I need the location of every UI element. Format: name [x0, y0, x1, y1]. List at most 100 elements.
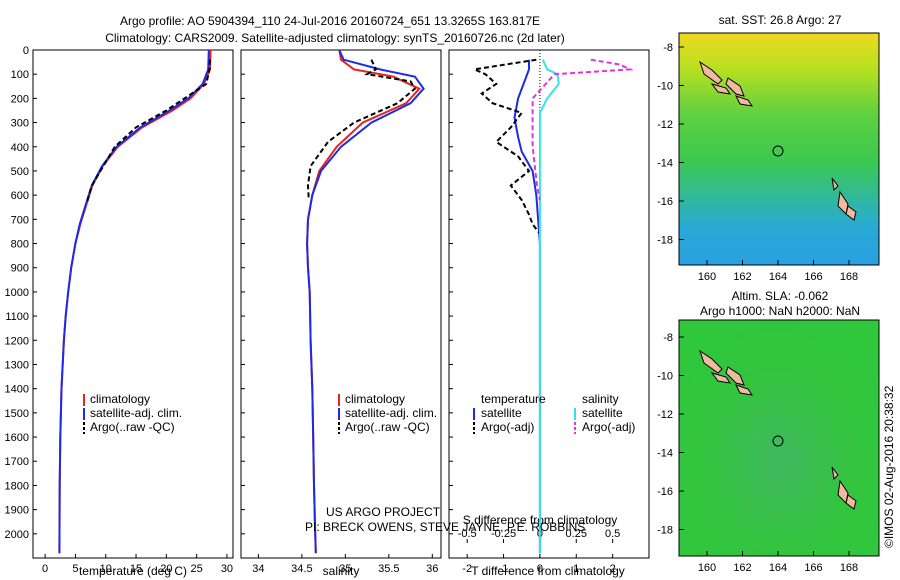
lon-tick-label: 166: [804, 562, 822, 574]
lat-tick-label: -16: [657, 486, 673, 498]
argo-location-marker: [772, 435, 784, 447]
header-line2: Climatology: CARS2009. Satellite-adjuste…: [105, 31, 565, 45]
depth-tick-label: 1500: [5, 408, 29, 420]
x-tick-label: -0.5: [458, 528, 477, 540]
series-temp-diff-argo: [470, 58, 541, 235]
lon-tick-label: 160: [698, 271, 716, 283]
difference-legend: temperature salinity satellite Argo(-adj…: [473, 392, 635, 434]
lon-tick-label: 164: [769, 271, 787, 283]
x-tick-label: 0.5: [605, 528, 620, 540]
legend-label: climatology: [90, 392, 150, 406]
depth-tick-label: 200: [11, 93, 29, 105]
series-climatology-salinity: [306, 49, 421, 554]
series-satellite-salinity: [306, 49, 425, 554]
difference-panel-frame: [448, 49, 650, 559]
legend-label: Argo(..raw -QC): [90, 420, 175, 434]
x-tick-label: 25: [191, 563, 203, 575]
lat-tick-label: -8: [663, 332, 673, 344]
x-tick-label: 0: [537, 563, 543, 575]
depth-tick-label: 1100: [5, 311, 29, 323]
depth-tick-label: 2000: [5, 529, 29, 541]
legend-label: satellite-adj. clim.: [90, 406, 182, 420]
legend-label: Argo(-adj): [582, 420, 635, 434]
lat-tick-label: -12: [657, 409, 673, 421]
lon-tick-label: 162: [733, 271, 751, 283]
sla-map-islands: [699, 349, 857, 510]
island-shape: [710, 372, 732, 384]
island-shape: [735, 384, 754, 396]
lat-tick-label: -10: [657, 371, 673, 383]
island-shape: [845, 205, 857, 221]
map2-title2: Argo h1000: NaN h2000: NaN: [700, 304, 860, 318]
x-tick-label: 10: [100, 563, 112, 575]
lon-tick-label: 164: [769, 562, 787, 574]
project-line2: PI: BRECK OWENS, STEVE JAYNE, P.E. ROBBI…: [305, 520, 585, 534]
depth-tick-label: 1900: [5, 505, 29, 517]
depth-tick-label: 1200: [5, 335, 29, 347]
depth-tick-label: 1800: [5, 480, 29, 492]
map2-title1: Altim. SLA: -0.062: [732, 289, 829, 303]
depth-tick-label: 1300: [5, 359, 29, 371]
legend-label: Argo(..raw -QC): [345, 420, 430, 434]
depth-tick-label: 1400: [5, 384, 29, 396]
temperature-xlabel: temperature (deg C): [79, 564, 187, 578]
lat-tick-label: -18: [657, 235, 673, 247]
credit-stamp: ©IMOS 02-Aug-2016 20:38:32: [882, 385, 896, 548]
x-tick-label: 5: [72, 563, 78, 575]
x-tick-label: 34.5: [291, 563, 312, 575]
x-tick-label: 35.5: [378, 563, 399, 575]
legend-title-temperature: temperature: [481, 392, 546, 406]
island-shape: [831, 177, 839, 192]
profile-series: [58, 49, 634, 554]
legend-label: satellite: [481, 406, 522, 420]
legend-label: climatology: [345, 392, 405, 406]
depth-tick-label: 1600: [5, 432, 29, 444]
series-argo-salinity: [306, 59, 417, 201]
x-tick-label: 34: [252, 563, 264, 575]
lat-tick-label: -14: [657, 448, 673, 460]
x-tick-label: -2: [462, 563, 472, 575]
sla-map: [678, 319, 880, 557]
depth-axis: 0 100 200 300 400 500 600 700 800 900 1000 1100 1200…: [5, 45, 453, 541]
lon-tick-label: 166: [804, 271, 822, 283]
island-shape: [831, 466, 839, 481]
depth-tick-label: 1700: [5, 456, 29, 468]
island-shape: [845, 494, 857, 510]
series-temp-diff-satellite: [513, 59, 541, 554]
temperature-panel-frame: [32, 49, 234, 559]
x-tick-label: 1: [573, 563, 579, 575]
depth-tick-label: 1000: [5, 287, 29, 299]
island-shape: [725, 77, 745, 97]
depth-tick-label: 400: [11, 142, 29, 154]
x-tick-label: 30: [221, 563, 233, 575]
lon-tick-label: 162: [733, 562, 751, 574]
lat-tick-label: -14: [657, 158, 673, 170]
sst-map-islands: [699, 60, 857, 221]
series-sal-diff-argo: [531, 58, 634, 201]
legend-label: Argo(-adj): [481, 420, 534, 434]
project-line1: US ARGO PROJECT: [326, 505, 441, 519]
x-tick-label: -1: [499, 563, 509, 575]
x-tick-label: 15: [130, 563, 142, 575]
series-argo-temperature: [85, 59, 211, 203]
depth-tick-label: 700: [11, 214, 29, 226]
x-tick-label: 0.25: [566, 528, 587, 540]
lat-tick-label: -8: [663, 42, 673, 54]
x-tick-label: 2: [610, 563, 616, 575]
island-shape: [710, 83, 732, 95]
map-axes: -8 -8 -10 -10 -12 -12 -14 -14 -16 -16 -18 -18 160 160…: [657, 42, 858, 574]
depth-tick-label: 800: [11, 239, 29, 251]
lat-tick-label: -10: [657, 81, 673, 93]
series-satellite-temperature: [58, 49, 210, 554]
salinity-difference-axis: -0.5-0.2500.250.5: [458, 528, 620, 543]
lat-tick-label: -12: [657, 119, 673, 131]
x-tick-label: 0: [42, 563, 48, 575]
lon-tick-label: 168: [840, 562, 858, 574]
depth-tick-label: 0: [23, 45, 29, 57]
depth-tick-label: 100: [11, 69, 29, 81]
depth-tick-label: 500: [11, 166, 29, 178]
depth-tick-label: 600: [11, 190, 29, 202]
island-shape: [699, 349, 723, 374]
x-tick-label: 35: [339, 563, 351, 575]
island-shape: [735, 95, 754, 107]
